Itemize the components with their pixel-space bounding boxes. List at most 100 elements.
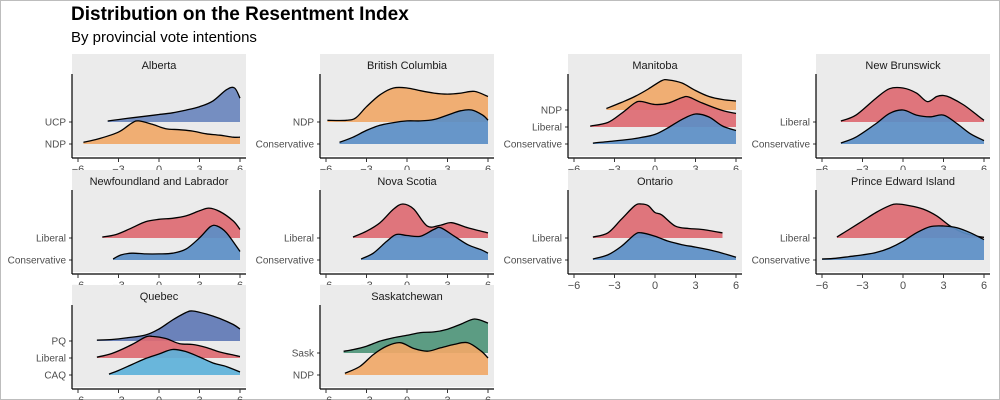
ridge-line-liberal	[96, 335, 241, 358]
y-tick-label: Liberal	[36, 234, 66, 245]
y-tick-label: NDP	[293, 118, 314, 129]
ridge-line-caq	[108, 348, 241, 375]
ridge-line-ndp	[83, 120, 241, 143]
ridge-line-conservative	[360, 226, 489, 260]
ridge-line-liberal	[592, 203, 723, 238]
x-tick-label: −6	[816, 280, 829, 292]
ridge-line-ndp	[327, 86, 489, 122]
x-tick-label: 6	[237, 395, 243, 400]
ridge-fill-ucp	[107, 87, 240, 122]
y-tick-label: Liberal	[780, 118, 810, 129]
panel-title: Saskatchewan	[371, 291, 443, 303]
y-tick-label: Conservative	[504, 256, 563, 267]
ridge-line-ndp	[344, 341, 489, 374]
x-tick-label: −6	[568, 280, 581, 292]
x-tick-label: −6	[320, 395, 333, 400]
y-tick-label: NDP	[541, 106, 562, 117]
y-tick-label: NDP	[293, 371, 314, 382]
y-tick-label: Liberal	[532, 234, 562, 245]
y-tick-label: Conservative	[504, 140, 563, 151]
ridge-line-ndp	[606, 78, 737, 110]
panel-saskatchewan: Saskatchewan NDP Sask −6 −3 0 3 6	[292, 285, 494, 400]
ridge-fill-conservative	[113, 225, 240, 260]
ridge-line-conservative	[592, 113, 737, 144]
ridge-line-conservative	[112, 224, 241, 260]
chart-title: Distribution on the Resentment Index	[71, 4, 409, 25]
x-tick-label: 6	[981, 280, 987, 292]
y-tick-label: Conservative	[752, 256, 811, 267]
strip-background	[568, 170, 742, 192]
y-tick-label: Conservative	[256, 140, 315, 151]
x-tick-label: 0	[900, 280, 906, 292]
y-tick-label: UCP	[45, 118, 66, 129]
ridge-fill-pq	[96, 310, 241, 341]
panel-prince-edward-island: Prince Edward Island Conservative Liberal −…	[752, 170, 990, 292]
ridge-line-pq	[96, 310, 241, 341]
x-tick-label: −3	[856, 280, 869, 292]
ridge-line-conservative	[592, 231, 737, 260]
strip-background	[320, 285, 494, 307]
panel-ontario: Ontario Conservative Liberal −6 −3 0 3 6	[504, 170, 742, 292]
panel-title: Quebec	[140, 291, 179, 303]
x-tick-label: 0	[652, 280, 658, 292]
ridge-line-liberal	[590, 95, 737, 127]
y-tick-label: Liberal	[284, 234, 314, 245]
x-tick-label: −6	[72, 395, 85, 400]
ridge-fill-ndp	[83, 120, 241, 144]
x-tick-label: 6	[733, 280, 739, 292]
y-tick-label: PQ	[52, 337, 67, 348]
x-tick-label: −3	[608, 280, 621, 292]
strip-background	[320, 54, 494, 76]
ridge-fill-conservative	[592, 232, 736, 260]
ridge-fill-conservative	[840, 109, 984, 144]
ridge-fill-liberal	[840, 87, 984, 122]
ridge-fill-ndp	[344, 342, 488, 375]
y-tick-label: Conservative	[256, 256, 315, 267]
ridge-line-sask	[343, 318, 489, 352]
y-tick-label: Conservative	[752, 140, 811, 151]
panel-newfoundland-and-labrador: Newfoundland and Labrador Conservative Lib…	[8, 170, 246, 292]
x-tick-label: 0	[156, 395, 162, 400]
ridge-line-liberal	[840, 86, 985, 122]
ridge-fill-liberal	[96, 336, 241, 358]
panel-title: Alberta	[142, 60, 178, 72]
strip-background	[72, 285, 246, 307]
ridge-fill-conservative	[592, 113, 736, 144]
panel-title: Manitoba	[632, 60, 678, 72]
y-tick-label: NDP	[45, 140, 66, 151]
ridge-line-conservative	[339, 109, 489, 143]
panel-title: Newfoundland and Labrador	[90, 176, 229, 188]
strip-background	[568, 54, 742, 76]
ridge-fill-ndp	[327, 87, 488, 122]
panel-title: British Columbia	[367, 60, 448, 72]
x-tick-label: 3	[940, 280, 946, 292]
ridge-line-liberal	[102, 207, 241, 238]
panel-title: Nova Scotia	[377, 176, 437, 188]
ridge-fill-liberal	[592, 203, 723, 238]
panel-title: New Brunswick	[865, 60, 941, 72]
ridge-line-conservative	[840, 109, 985, 144]
ridge-fill-caq	[109, 349, 240, 375]
x-tick-label: −3	[360, 395, 373, 400]
ridge-line-liberal	[352, 203, 489, 238]
ridge-fill-conservative	[339, 109, 488, 144]
chart-subtitle: By provincial vote intentions	[71, 29, 257, 46]
ridge-fill-conservative	[361, 227, 488, 260]
strip-background	[816, 54, 990, 76]
x-tick-label: 6	[485, 395, 491, 400]
panel-title: Prince Edward Island	[851, 176, 955, 188]
x-tick-label: 3	[692, 280, 698, 292]
y-tick-label: Sask	[292, 349, 315, 360]
panel-quebec: Quebec CAQ Liberal PQ −6 −3 0 3 6	[36, 285, 246, 400]
strip-background	[816, 170, 990, 192]
strip-background	[72, 54, 246, 76]
ridge-line-ucp	[107, 86, 241, 122]
x-tick-label: 3	[196, 395, 202, 400]
ridge-line-conservative	[821, 225, 985, 260]
